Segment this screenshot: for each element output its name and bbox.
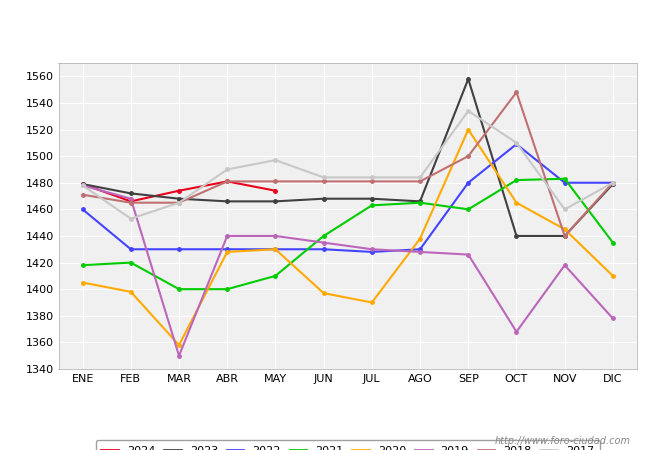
Text: Afiliados en Villamanrique de la Condesa a 31/5/2024: Afiliados en Villamanrique de la Condesa… (120, 19, 530, 35)
Legend: 2024, 2023, 2022, 2021, 2020, 2019, 2018, 2017: 2024, 2023, 2022, 2021, 2020, 2019, 2018… (96, 440, 600, 450)
Text: http://www.foro-ciudad.com: http://www.foro-ciudad.com (495, 436, 630, 446)
